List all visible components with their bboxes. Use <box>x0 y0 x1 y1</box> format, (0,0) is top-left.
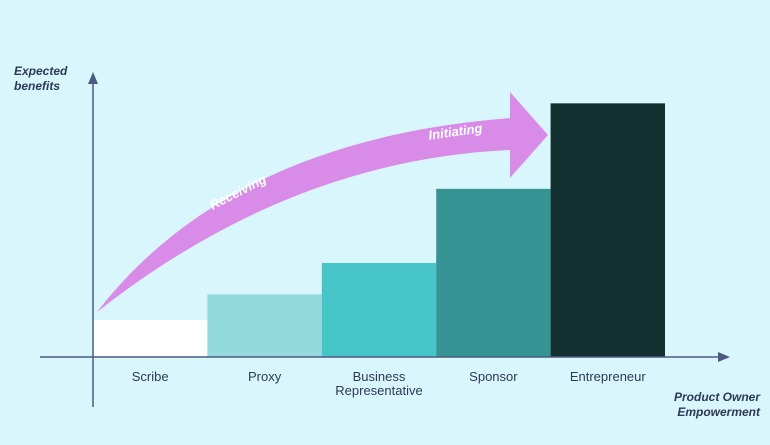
x-tick-label: Scribe <box>131 369 169 384</box>
y-axis-arrow <box>88 72 98 84</box>
bar <box>321 262 437 357</box>
x-axis-arrow <box>718 352 730 362</box>
x-axis-label: Product Owner Empowerment <box>673 390 760 419</box>
x-tick-label: Business Representative <box>335 369 423 398</box>
x-tick-label: Proxy <box>247 369 282 384</box>
annotation: Initiating <box>428 120 484 142</box>
progress-arrow <box>97 92 548 312</box>
bar <box>436 188 551 357</box>
bar <box>550 103 665 357</box>
x-tick-label: Entrepreneur <box>569 369 646 384</box>
bar <box>93 319 208 357</box>
y-axis-label: Expected benefits <box>14 64 68 93</box>
x-tick-label: Sponsor <box>469 369 518 384</box>
bar <box>207 294 322 357</box>
